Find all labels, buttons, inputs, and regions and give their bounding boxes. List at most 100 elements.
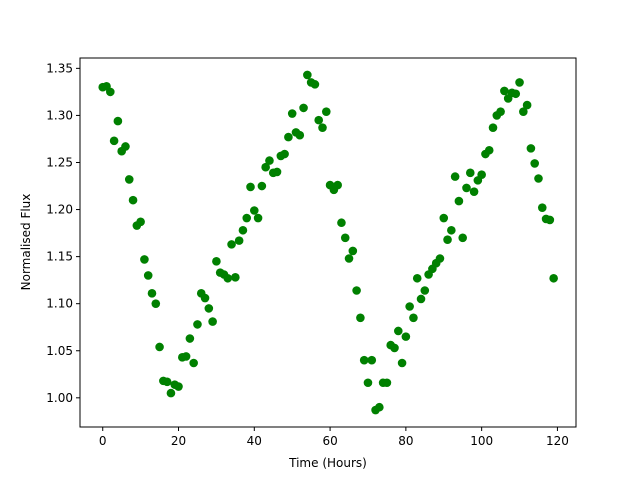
point	[166, 388, 176, 398]
point	[318, 123, 327, 132]
point	[359, 355, 369, 365]
point	[458, 233, 468, 243]
point	[416, 294, 426, 304]
point	[439, 213, 449, 223]
point	[447, 225, 456, 235]
point	[250, 206, 259, 215]
y-axis-label: Normalised Flux	[19, 194, 33, 291]
point	[515, 78, 524, 87]
point	[340, 233, 350, 243]
point	[280, 149, 289, 159]
point	[337, 218, 346, 228]
point	[348, 246, 358, 256]
y-tick-label: 1.20	[46, 203, 73, 217]
y-tick-label: 1.10	[46, 297, 73, 311]
point	[443, 235, 452, 244]
point	[352, 286, 361, 295]
point	[147, 289, 157, 298]
point	[246, 182, 255, 192]
point	[500, 86, 509, 96]
x-tick-label: 120	[546, 434, 569, 448]
point	[261, 162, 270, 172]
point	[208, 317, 217, 326]
point	[284, 132, 293, 142]
point	[420, 286, 430, 295]
point	[231, 273, 240, 282]
point	[162, 377, 172, 387]
point	[106, 87, 115, 97]
point	[519, 107, 528, 116]
point	[356, 313, 365, 323]
point	[465, 168, 475, 178]
point	[200, 293, 210, 303]
point	[109, 136, 119, 146]
point	[477, 170, 486, 180]
point	[253, 213, 263, 223]
point	[321, 107, 331, 116]
point	[382, 378, 392, 388]
point	[193, 320, 202, 329]
point	[204, 304, 214, 313]
point	[128, 195, 138, 205]
plot-frame	[79, 57, 577, 428]
point	[287, 109, 297, 118]
point	[375, 402, 384, 412]
point	[488, 123, 498, 132]
point	[113, 116, 123, 126]
point	[405, 302, 414, 311]
point	[121, 142, 130, 151]
point	[265, 156, 274, 165]
point	[530, 159, 539, 168]
point	[496, 107, 505, 116]
point	[185, 334, 195, 343]
point	[435, 254, 445, 263]
point	[295, 130, 305, 140]
point	[234, 236, 244, 245]
point	[412, 273, 422, 283]
point	[333, 180, 342, 190]
x-axis-label: Time (Hours)	[288, 456, 367, 470]
point	[257, 181, 267, 191]
point	[511, 89, 521, 99]
y-tick-label: 1.30	[46, 108, 73, 122]
point	[390, 343, 399, 353]
point	[450, 172, 460, 181]
point	[393, 326, 403, 336]
point	[526, 144, 536, 153]
y-tick-label: 1.15	[46, 250, 73, 264]
point	[454, 196, 464, 206]
y-tick-label: 1.35	[46, 61, 73, 75]
point	[181, 352, 191, 361]
point	[124, 175, 134, 184]
point	[314, 115, 324, 125]
point	[136, 217, 145, 227]
point	[140, 255, 149, 264]
point	[469, 187, 479, 196]
point	[227, 240, 236, 249]
point	[534, 174, 543, 183]
point	[409, 313, 418, 323]
x-tick-label: 20	[171, 434, 186, 448]
point	[401, 332, 411, 341]
y-tick-label: 1.25	[46, 155, 73, 169]
point	[299, 103, 308, 113]
point	[484, 145, 494, 155]
point	[189, 358, 198, 368]
point	[522, 100, 532, 110]
y-tick-label: 1.00	[46, 391, 73, 405]
point	[367, 355, 377, 365]
point	[143, 271, 153, 280]
point	[151, 299, 161, 308]
point	[462, 183, 471, 193]
x-tick-label: 100	[470, 434, 493, 448]
point	[223, 273, 233, 283]
point	[303, 70, 312, 80]
point	[155, 342, 164, 352]
y-tick-label: 1.05	[46, 344, 73, 358]
point	[238, 225, 248, 235]
point	[174, 382, 183, 391]
point	[344, 254, 354, 263]
x-tick-label: 40	[247, 434, 262, 448]
